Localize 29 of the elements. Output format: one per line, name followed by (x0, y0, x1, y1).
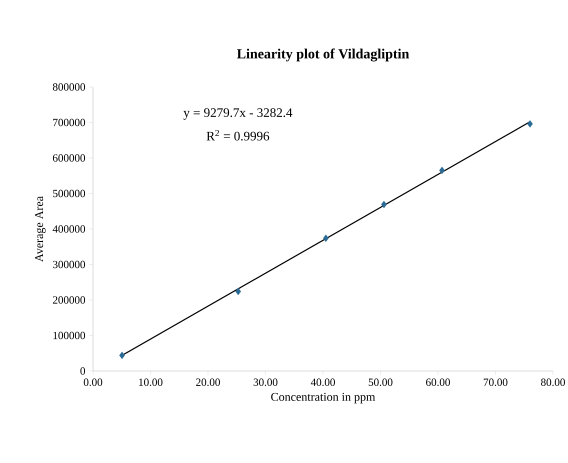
x-tick-label: 50.00 (368, 378, 392, 386)
point (235, 288, 242, 296)
y-tick-label: 300000 (53, 260, 86, 268)
point (323, 234, 329, 242)
x-tick-label: 80.00 (541, 378, 565, 386)
x-tick-label: 10.00 (139, 378, 162, 386)
point (381, 200, 387, 208)
annotation: y = 9279.7x - 3282.4 (183, 108, 292, 120)
x-tick-label: 70.00 (484, 378, 508, 386)
x-tick-label: 30.00 (254, 378, 278, 386)
y-tick-label: 200000 (52, 296, 86, 304)
x-tick-label: 60.00 (426, 378, 450, 386)
y-tick-label: 100000 (53, 332, 86, 340)
point (119, 352, 125, 360)
annotation: R$^{2}$ = 0.9996 (206, 130, 270, 141)
y-tick-label: 600000 (52, 154, 86, 162)
y-tick-label: 700000 (53, 118, 86, 126)
x-axis-title: Concentration in ppm (271, 392, 376, 404)
y-tick-label: 0 (80, 367, 86, 375)
point (439, 166, 445, 174)
y-axis-title: Average Area (35, 196, 46, 262)
chart-title: Linearity plot of Vildagliptin (236, 48, 410, 62)
y-tick-label: 400000 (52, 225, 86, 233)
y-tick-label: 800000 (52, 83, 86, 91)
x-tick-label: 0.00 (84, 378, 102, 386)
x-tick-label: 20.00 (196, 378, 220, 386)
point (527, 120, 533, 128)
x-tick-label: 40.00 (310, 378, 335, 386)
y-tick-label: 500000 (53, 190, 86, 198)
